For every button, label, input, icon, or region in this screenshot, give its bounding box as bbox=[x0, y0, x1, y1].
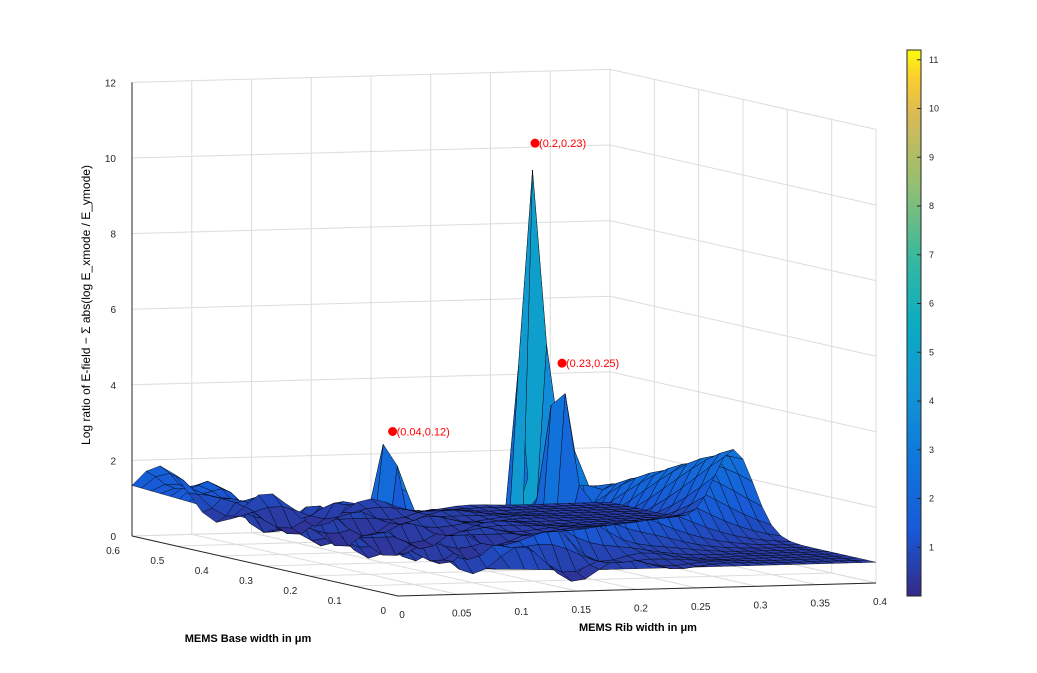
surface-patch bbox=[131, 470, 156, 489]
axis-labels: 0 2 4 6 8 10 12 0 0.05 0.1 0.15 0.2 0.25 0.3 0.35 0.4 0 0… bbox=[79, 78, 887, 645]
peak-marker bbox=[388, 427, 398, 436]
y-tick-label: 0.4 bbox=[195, 566, 209, 577]
z-tick-label: 0 bbox=[110, 532, 116, 543]
grid-line bbox=[131, 144, 877, 206]
x-tick-label: 0 bbox=[399, 610, 405, 621]
y-tick-label: 0.1 bbox=[328, 596, 342, 607]
peak-label: (0.2,0.23) bbox=[539, 138, 586, 150]
colorbar-tick-label: 7 bbox=[929, 250, 934, 260]
peak-label: (0.04,0.12) bbox=[397, 427, 450, 439]
z-tick-label: 8 bbox=[110, 230, 116, 241]
grid-line bbox=[131, 371, 877, 433]
peak-marker bbox=[530, 138, 540, 148]
x-tick-label: 0.35 bbox=[811, 599, 831, 610]
z-tick-label: 4 bbox=[110, 381, 116, 392]
z-tick-label: 10 bbox=[105, 154, 117, 165]
y-tick-label: 0.5 bbox=[150, 556, 164, 567]
colorbar-tick-label: 1 bbox=[929, 542, 934, 552]
colorbar-tick-label: 8 bbox=[929, 201, 934, 211]
grid-line bbox=[131, 295, 877, 357]
x-tick-label: 0.4 bbox=[873, 597, 887, 608]
y-axis-line bbox=[131, 535, 399, 597]
colorbar-tick-label: 2 bbox=[929, 494, 934, 504]
y-axis-title: MEMS Base width in μm bbox=[185, 633, 312, 645]
grid-line bbox=[131, 220, 877, 282]
z-tick-label: 6 bbox=[110, 305, 116, 316]
x-axis-title: MEMS Rib width in μm bbox=[579, 622, 697, 634]
x-tick-label: 0.25 bbox=[691, 602, 711, 613]
colorbar-tick-label: 4 bbox=[929, 396, 934, 406]
colorbar-tick-label: 5 bbox=[929, 347, 934, 357]
x-tick-label: 0.1 bbox=[515, 607, 529, 618]
grid-line bbox=[131, 446, 877, 508]
x-tick-label: 0.2 bbox=[634, 604, 648, 615]
colorbar-tick-label: 6 bbox=[929, 299, 934, 309]
annotations: (0.2,0.23) (0.23,0.25) (0.04,0.12) bbox=[388, 138, 619, 439]
y-tick-label: 0.2 bbox=[283, 586, 297, 597]
y-tick-label: 0 bbox=[380, 606, 386, 617]
x-tick-label: 0.15 bbox=[572, 605, 592, 616]
x-axis-line bbox=[397, 582, 877, 597]
colorbar: 1 2 3 4 5 6 7 8 9 10 11 bbox=[906, 49, 939, 597]
colorbar-bar bbox=[906, 49, 922, 597]
surface-plot bbox=[131, 170, 877, 582]
x-tick-label: 0.3 bbox=[754, 600, 768, 611]
z-tick-label: 2 bbox=[110, 456, 116, 467]
peak-marker bbox=[557, 358, 567, 368]
z-tick-label: 12 bbox=[105, 78, 117, 89]
peak-label: (0.23,0.25) bbox=[566, 358, 619, 370]
colorbar-tick-label: 3 bbox=[929, 445, 934, 455]
grid-line bbox=[131, 68, 877, 130]
x-tick-label: 0.05 bbox=[452, 608, 472, 619]
colorbar-tick-label: 10 bbox=[929, 104, 939, 114]
colorbar-tick-label: 11 bbox=[929, 55, 938, 65]
y-tick-label: 0.3 bbox=[239, 576, 253, 587]
colorbar-tick-label: 9 bbox=[929, 152, 934, 162]
y-tick-label: 0.6 bbox=[106, 546, 120, 557]
z-axis-title: Log ratio of E-field − Σ abs(log E_xmode… bbox=[79, 165, 93, 445]
grid-line bbox=[353, 119, 833, 587]
